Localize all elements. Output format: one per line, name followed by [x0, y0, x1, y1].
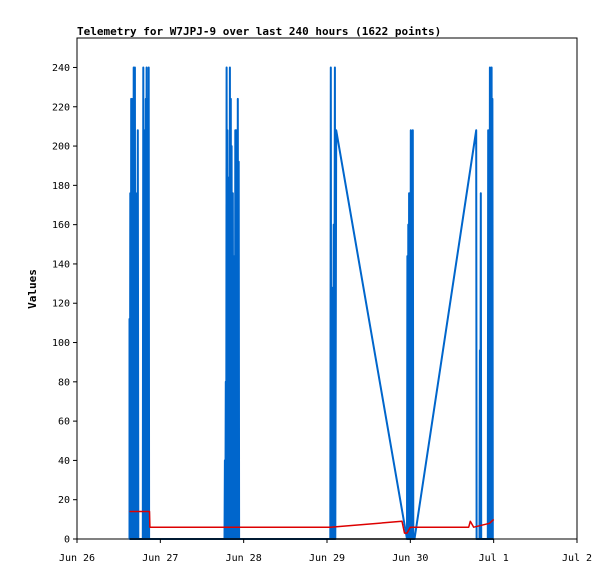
x-tick-label: Jun 29 — [309, 553, 345, 564]
y-tick-label: 60 — [58, 417, 70, 428]
x-tick-label: Jun 30 — [392, 553, 428, 564]
x-axis: Jun 26 Jun 27 Jun 28 Jun 29 Jun 30 Jul 1 Jul 2 — [59, 539, 592, 564]
series-layer — [128, 66, 495, 540]
y-tick-label: 180 — [52, 181, 70, 192]
x-tick-label: Jun 28 — [226, 553, 262, 564]
x-tick-label: Jun 26 — [59, 553, 95, 564]
y-tick-label: 220 — [52, 102, 70, 113]
series-line-1 — [129, 510, 495, 534]
y-axis: 0 20 40 60 80 100 120 140 160 180 200 220 240 — [52, 63, 77, 546]
x-tick-label: Jul 2 — [562, 553, 592, 564]
y-tick-label: 140 — [52, 259, 70, 270]
y-tick-label: 240 — [52, 63, 70, 74]
y-tick-label: 160 — [52, 220, 70, 231]
y-tick-label: 0 — [64, 535, 70, 546]
x-tick-label: Jun 27 — [142, 553, 178, 564]
y-tick-label: 80 — [58, 377, 70, 388]
plot-frame — [76, 37, 578, 540]
y-tick-label: 20 — [58, 495, 70, 506]
y-axis-title: Values — [26, 269, 39, 309]
y-tick-label: 100 — [52, 338, 70, 349]
y-tick-label: 40 — [58, 456, 70, 467]
x-tick-label: Jul 1 — [479, 553, 509, 564]
y-tick-label: 200 — [52, 142, 70, 153]
y-tick-label: 120 — [52, 299, 70, 310]
chart-title: Telemetry for W7JPJ-9 over last 240 hour… — [77, 25, 441, 38]
